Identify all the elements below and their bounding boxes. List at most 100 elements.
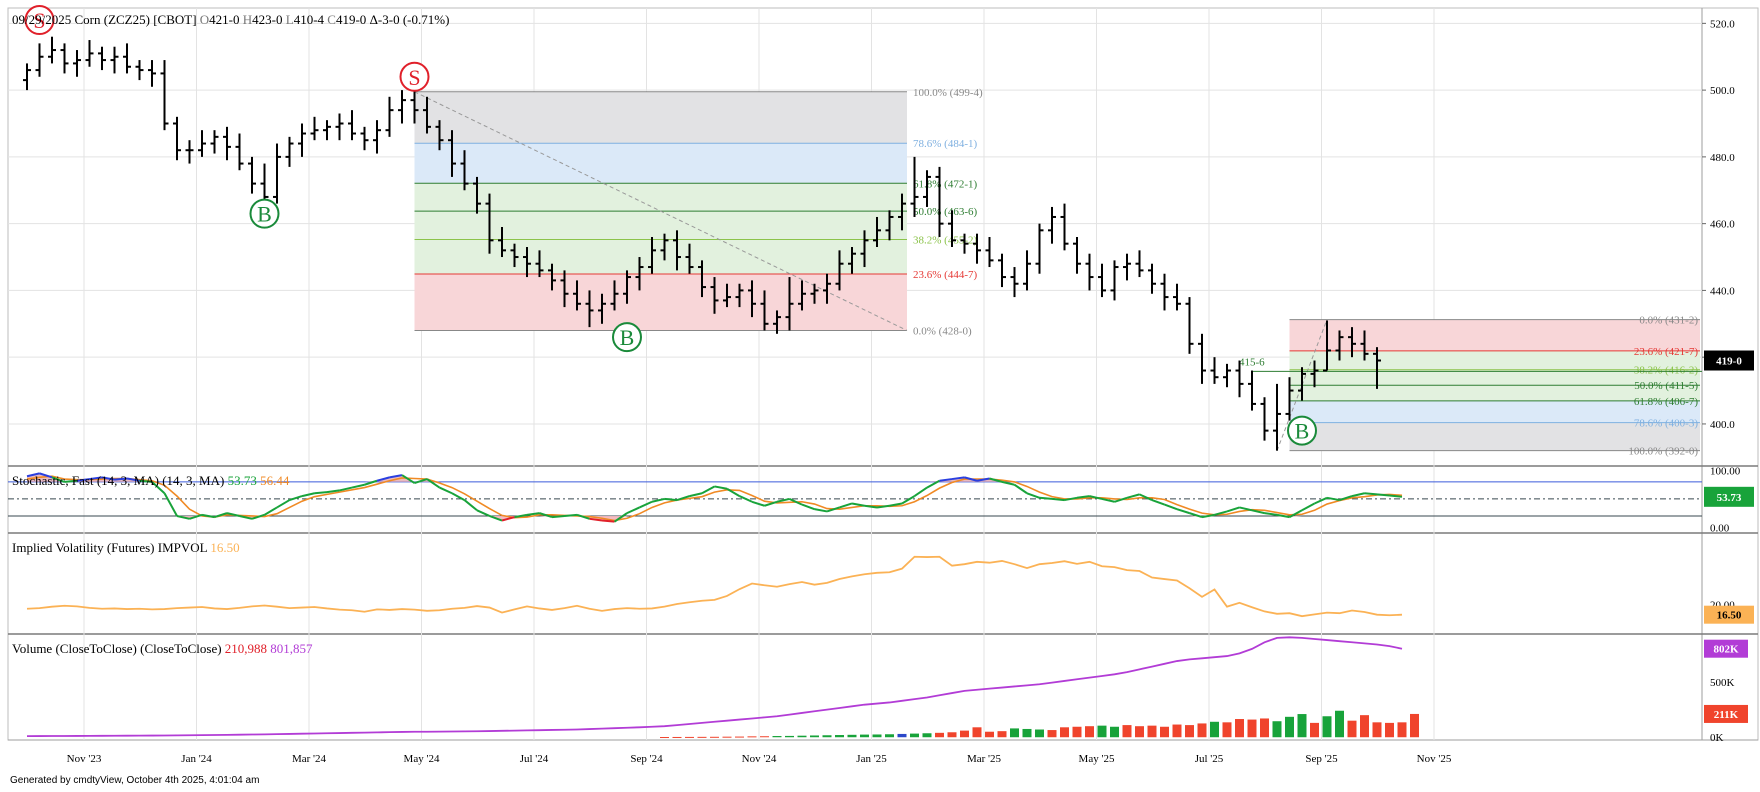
stochastic-k-segment [814, 508, 828, 513]
price-bar [35, 43, 44, 77]
fib-band [1289, 422, 1700, 451]
stochastic-k-segment [289, 495, 303, 502]
volume-bar [935, 732, 944, 738]
price-bar [223, 126, 231, 161]
price-bar [585, 290, 594, 328]
price-bar [848, 247, 856, 274]
price-bars [23, 36, 1381, 451]
price-bar [48, 36, 56, 64]
volume-bar [785, 735, 794, 738]
y-tick-label: 460.0 [1710, 219, 1735, 231]
stochastic-k-segment [426, 478, 441, 489]
panel-headers: 09/29/2025 Corn (ZCZ25) [CBOT] O421-0 H4… [12, 12, 449, 656]
x-tick-label: Jan '25 [856, 753, 887, 765]
stochastic-k-segment [1139, 493, 1153, 501]
stochastic-k-segment [1339, 495, 1353, 502]
impvol-line [26, 555, 1403, 618]
axes: Nov '23 Jan '24 Mar '24 May '24 Jul '24 Sep '… [67, 18, 1754, 765]
buy-signal: B [249, 198, 280, 229]
volume-bar [710, 736, 719, 738]
price-bar [873, 216, 881, 248]
stochastic-k-segment [463, 499, 478, 512]
price-bar [398, 90, 406, 124]
x-tick-label: Sep '24 [630, 753, 663, 765]
vol-bar-label: 211K [1714, 709, 1739, 721]
header-part: 419-0 [336, 12, 370, 27]
stochastic-k-segment [789, 498, 803, 506]
price-bar [798, 280, 806, 311]
stochastic-k-segment [839, 502, 853, 509]
volume-bar [747, 736, 757, 738]
stochastic-k-segment [951, 476, 965, 481]
volume-bar [1310, 722, 1319, 738]
signal-circle [249, 198, 280, 229]
signal-letter: B [1295, 419, 1310, 444]
volume-bar [872, 734, 882, 738]
price-bar [1260, 397, 1269, 441]
header-part: L [286, 12, 294, 27]
price-bar [373, 120, 381, 154]
price-bar [1323, 320, 1331, 372]
price-bar [623, 270, 631, 304]
price-bar [1335, 330, 1344, 361]
x-tick-label: Jul '25 [1195, 753, 1224, 765]
stochastic-k-segment [226, 512, 240, 517]
volume-bar [1197, 723, 1207, 738]
volume-bar [685, 736, 694, 738]
volume-bar [997, 731, 1007, 738]
stochastic-k-segment [576, 513, 590, 520]
volume-avg-line [26, 636, 1403, 738]
sell-signal: S [24, 5, 55, 36]
price-bar [1135, 250, 1144, 278]
stochastic-k-segment [551, 514, 565, 519]
price-bar [785, 277, 794, 331]
stochastic-panel [8, 472, 1702, 523]
price-bar [548, 263, 556, 291]
volume-bar [735, 736, 744, 738]
stochastic-k-segment [51, 476, 65, 483]
implied-volatility-panel [26, 555, 1403, 618]
price-bar [1310, 360, 1319, 388]
iv-header: Implied Volatility (Futures) IMPVOL 16.5… [12, 540, 240, 555]
fib-level-label: 23.6% (444-7) [913, 269, 977, 281]
signal-letter: S [33, 8, 45, 33]
fib-level-label: 50.0% (463-6) [913, 206, 977, 218]
price-bar [710, 277, 719, 314]
stochastic-k-segment [826, 506, 840, 513]
header-part: 210,988 [225, 641, 271, 656]
header-part: (CloseToClose) [140, 641, 225, 656]
stochastic-k-segment [751, 500, 765, 507]
price-bar [1185, 297, 1194, 354]
price-bar [948, 210, 956, 248]
price-bar [660, 233, 669, 261]
stochastic-k-segment [1001, 480, 1015, 486]
header-part: Volume (CloseToClose) [12, 641, 140, 656]
price-bar [123, 43, 131, 74]
fib-band [414, 274, 907, 331]
price-bar [435, 120, 444, 151]
y-tick-label: 500.0 [1710, 85, 1735, 97]
stochastic-k-segment [651, 497, 665, 503]
signal-letter: B [257, 202, 272, 227]
price-bar [60, 43, 69, 74]
stochastic-k-segment [1126, 493, 1140, 499]
stochastic-k-segment [1301, 502, 1315, 512]
price-bar [635, 257, 644, 291]
volume-bar [1397, 722, 1407, 738]
price-bar [1285, 377, 1294, 421]
volume-bar [972, 727, 982, 738]
fib-band [1289, 385, 1700, 401]
stochastic-k-segment [801, 503, 815, 511]
stochastic-k-segment [1201, 513, 1215, 519]
volume-bar [722, 736, 732, 738]
stochastic-k-segment [1314, 496, 1328, 505]
price-bar [248, 156, 256, 194]
volume-bar [810, 735, 819, 738]
stochastic-k-segment [1101, 497, 1115, 503]
signal-circle [612, 322, 642, 353]
fib-level-label: 23.6% (421-7) [1634, 346, 1698, 358]
stochastic-k-segment [201, 513, 215, 519]
price-bar [323, 120, 331, 141]
volume-bar [1010, 728, 1019, 738]
volume-bar [1235, 719, 1244, 738]
